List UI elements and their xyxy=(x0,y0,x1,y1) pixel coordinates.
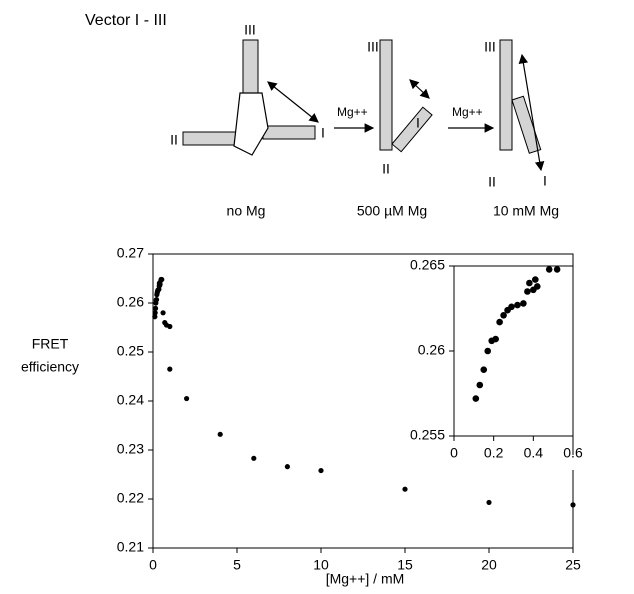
data-point xyxy=(508,303,515,311)
junction xyxy=(233,92,269,156)
arm xyxy=(262,125,316,140)
arrow-label: Mg++ xyxy=(452,105,483,119)
arm-label: I xyxy=(543,173,547,189)
y-tick-label: 0.265 xyxy=(410,257,445,273)
data-point xyxy=(480,366,488,374)
data-point xyxy=(152,310,158,316)
data-point xyxy=(532,276,539,283)
data-point xyxy=(217,431,223,437)
arm-label: II xyxy=(488,174,496,190)
x-tick-label: 0.2 xyxy=(484,445,504,461)
distance-arrow xyxy=(409,79,430,99)
data-point xyxy=(159,276,165,283)
arm-label: III xyxy=(244,22,256,38)
y-tick-label: 0.27 xyxy=(117,245,144,261)
arm xyxy=(182,131,237,146)
diagram-title: Vector I - III xyxy=(85,12,167,29)
caption: no Mg xyxy=(227,203,266,219)
data-point xyxy=(153,296,160,303)
data-point xyxy=(524,288,531,295)
data-point xyxy=(167,323,173,330)
data-point xyxy=(167,366,173,372)
y-tick-label: 0.24 xyxy=(117,392,144,408)
data-point xyxy=(184,395,190,402)
arm xyxy=(391,106,433,153)
data-point xyxy=(472,395,480,402)
data-point xyxy=(534,283,541,290)
y-tick-label: 0.26 xyxy=(117,294,144,310)
y-axis-label: FRET xyxy=(32,336,69,352)
x-tick-label: 0 xyxy=(450,445,458,461)
data-point xyxy=(484,347,492,355)
arm xyxy=(379,39,393,151)
caption: 500 µM Mg xyxy=(357,203,427,219)
y-axis-label: efficiency xyxy=(21,359,79,375)
arm-label: III xyxy=(484,39,496,55)
data-point xyxy=(402,486,408,492)
inset-frame xyxy=(453,265,574,437)
data-point xyxy=(152,305,159,311)
arm-label: I xyxy=(321,125,325,141)
arm-label: III xyxy=(367,39,379,55)
data-point xyxy=(284,464,290,470)
data-point xyxy=(251,455,257,461)
arm xyxy=(499,39,513,151)
data-point xyxy=(152,314,158,320)
distance-arrow xyxy=(518,53,545,172)
y-tick-label: 0.21 xyxy=(117,539,144,555)
arm xyxy=(242,39,259,94)
distance-arrow xyxy=(267,81,319,123)
data-point xyxy=(476,381,484,389)
y-tick-label: 0.23 xyxy=(117,441,144,457)
x-tick-label: 0.6 xyxy=(563,445,583,461)
diagram: Vector I - III III II I no Mg Mg++ III I… xyxy=(85,12,559,218)
y-tick-label: 0.22 xyxy=(117,490,144,506)
x-tick-label: 20 xyxy=(481,557,497,573)
data-point xyxy=(526,279,533,287)
y-tick-label: 0.255 xyxy=(410,427,445,443)
arrow-label: Mg++ xyxy=(337,105,368,119)
x-tick-label: 15 xyxy=(397,557,413,573)
data-point xyxy=(520,300,527,307)
data-point xyxy=(157,281,163,287)
arm-label: I xyxy=(416,115,420,131)
arm-label: II xyxy=(170,132,178,148)
x-axis-label: [Mg++] / mM xyxy=(326,571,405,587)
x-tick-label: 0.4 xyxy=(524,445,544,461)
data-point xyxy=(492,335,499,343)
x-tick-label: 10 xyxy=(313,557,329,573)
data-point xyxy=(496,318,503,326)
data-point xyxy=(500,312,507,319)
y-tick-label: 0.25 xyxy=(117,343,144,359)
data-point xyxy=(486,499,492,506)
data-point xyxy=(553,266,561,273)
caption: 10 mM Mg xyxy=(493,203,559,219)
x-tick-label: 5 xyxy=(233,557,241,573)
x-tick-label: 25 xyxy=(565,557,581,573)
inset-connector xyxy=(153,253,574,266)
data-point xyxy=(570,502,576,508)
y-tick-label: 0.26 xyxy=(418,342,445,358)
data-point xyxy=(514,301,521,309)
arm-label: II xyxy=(382,161,390,177)
data-point xyxy=(160,310,166,316)
data-point xyxy=(545,266,553,273)
x-tick-label: 0 xyxy=(149,557,157,573)
data-point xyxy=(318,467,324,474)
